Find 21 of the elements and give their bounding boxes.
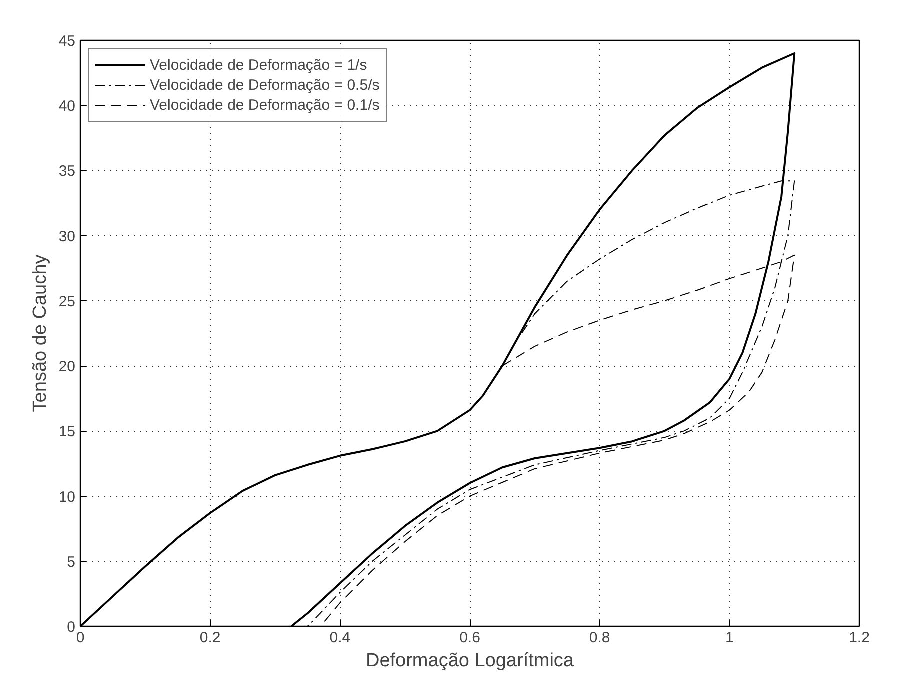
y-tick-label: 30 xyxy=(58,228,76,246)
y-axis-title: Tensão de Cauchy xyxy=(30,254,51,412)
x-tick-label: 1.2 xyxy=(849,630,870,646)
y-tick-label: 0 xyxy=(67,619,76,636)
y-tick-label: 10 xyxy=(58,488,76,506)
y-tick-label: 5 xyxy=(67,554,76,571)
y-tick-label: 20 xyxy=(58,358,76,376)
y-tick-label: 35 xyxy=(58,163,76,180)
legend-label: Velocidade de Deformação = 0.5/s xyxy=(150,76,380,94)
x-tick-label: 0.8 xyxy=(589,630,610,646)
y-tick-label: 45 xyxy=(58,33,76,50)
x-tick-label: 0.6 xyxy=(460,630,480,646)
x-axis-title: Deformação Logarítmica xyxy=(366,650,574,672)
y-tick-label: 15 xyxy=(58,424,76,441)
x-tick-label: 0.4 xyxy=(330,630,351,646)
x-tick-label: 0.2 xyxy=(200,630,221,646)
legend-label: Velocidade de Deformação = 0.1/s xyxy=(150,96,380,114)
y-tick-label: 40 xyxy=(58,98,76,116)
legend-label: Velocidade de Deformação = 1/s xyxy=(150,56,368,74)
x-tick-label: 1 xyxy=(725,630,734,646)
y-tick-label: 25 xyxy=(58,293,76,310)
